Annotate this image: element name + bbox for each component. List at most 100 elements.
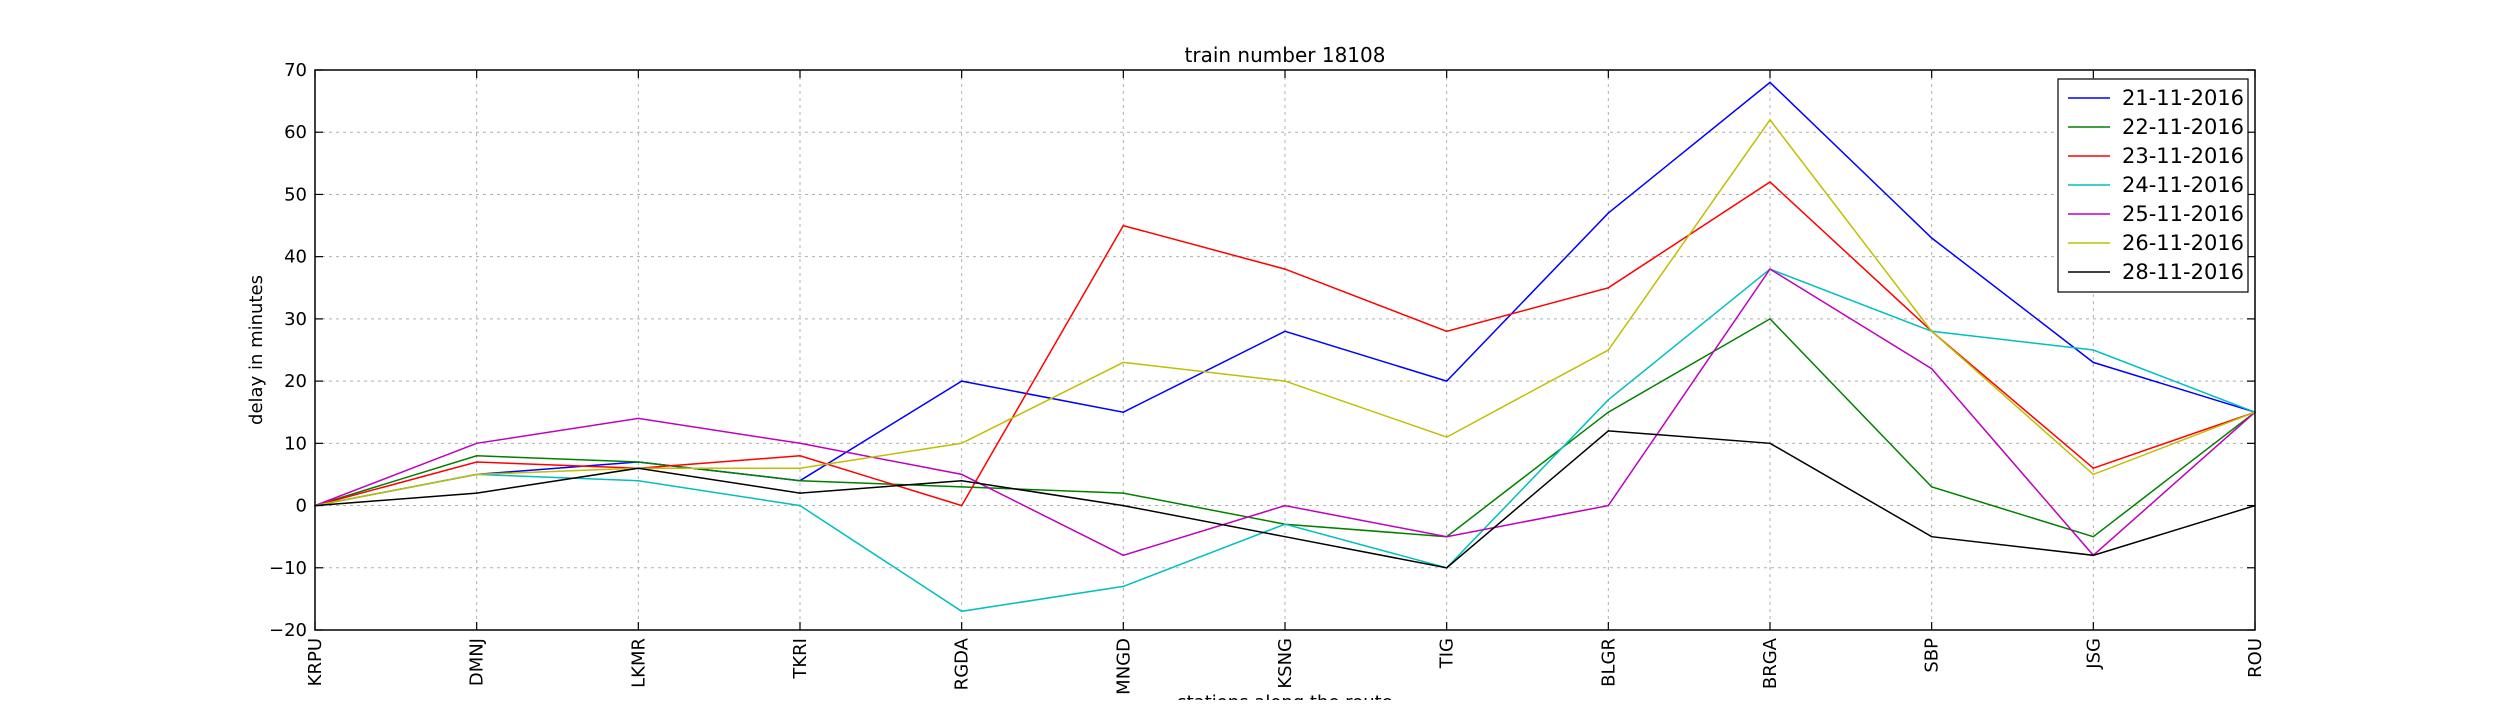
data-point <box>1284 380 1286 382</box>
legend: 21-11-2016 22-11-2016 23-11-2016 24-11-2016… <box>2057 78 2249 293</box>
y-tick-label: 40 <box>284 247 307 268</box>
data-point <box>960 486 963 488</box>
data-point <box>799 479 801 482</box>
data-point <box>1607 411 1610 414</box>
data-point <box>1445 566 1448 569</box>
data-point <box>1122 224 1125 227</box>
data-point <box>475 473 478 476</box>
legend-label: 22-11-2016 <box>2122 115 2244 139</box>
data-point <box>475 454 478 457</box>
x-axis-title: stations along the route <box>1177 692 1392 700</box>
data-point <box>960 380 963 382</box>
data-point <box>1769 268 1771 270</box>
grid-layer <box>315 70 2255 630</box>
data-point <box>1445 535 1448 538</box>
data-point <box>2092 473 2095 476</box>
series-layer <box>314 81 2256 613</box>
data-point <box>1445 380 1448 382</box>
data-point <box>475 461 478 463</box>
data-point <box>960 610 963 613</box>
data-point <box>1122 585 1125 588</box>
x-tick-label: TKRI <box>790 638 811 680</box>
data-point <box>1284 268 1286 270</box>
y-tick-label: 30 <box>284 309 307 330</box>
data-point <box>1769 318 1771 320</box>
y-tick-label: −10 <box>269 558 307 579</box>
data-point <box>799 504 801 507</box>
data-point <box>960 504 963 507</box>
data-point <box>799 442 801 445</box>
x-tick-label: JSG <box>2083 638 2104 670</box>
data-point <box>1122 492 1125 494</box>
data-point <box>637 479 640 482</box>
data-point <box>1930 367 1933 370</box>
x-tick-label: LKMR <box>628 638 649 688</box>
y-axis-title: delay in minutes <box>246 275 267 425</box>
data-point <box>475 442 478 445</box>
legend-label: 24-11-2016 <box>2122 173 2244 197</box>
data-point <box>1122 411 1125 414</box>
series-line-24-11-2016 <box>314 268 2256 613</box>
x-tick-label: MNGD <box>1113 638 1134 695</box>
data-point <box>1769 181 1771 183</box>
data-point <box>1284 330 1286 333</box>
data-point <box>1284 504 1286 507</box>
legend-label: 28-11-2016 <box>2122 260 2244 284</box>
data-point <box>1445 330 1448 333</box>
y-tick-label: 70 <box>284 60 307 81</box>
y-tick-label: 60 <box>284 122 307 143</box>
legend-label: 23-11-2016 <box>2122 144 2244 168</box>
data-point <box>1607 286 1610 289</box>
data-point <box>960 442 963 445</box>
data-point <box>1930 237 1933 239</box>
legend-label: 26-11-2016 <box>2122 231 2244 255</box>
x-tick-label: RGDA <box>952 637 973 690</box>
ticks-layer: −20 −10 0 10 20 30 40 50 60 70 KRPU DMNJ LKMR TKRI RGD… <box>269 60 2266 695</box>
data-point <box>2092 361 2095 364</box>
data-point <box>1607 212 1610 214</box>
y-tick-label: 20 <box>284 371 307 392</box>
data-point <box>1769 118 1771 121</box>
data-point <box>1607 430 1610 432</box>
data-point <box>1930 330 1933 333</box>
data-point <box>1445 436 1448 438</box>
x-tick-label: TIG <box>1437 638 1458 669</box>
y-tick-label: −20 <box>269 620 307 641</box>
data-point <box>960 479 963 482</box>
x-tick-label: KRPU <box>305 638 326 686</box>
legend-label: 21-11-2016 <box>2122 86 2244 110</box>
x-tick-label: KSNG <box>1275 638 1296 689</box>
x-tick-label: BLGR <box>1598 638 1619 687</box>
data-point <box>2092 554 2095 557</box>
data-point <box>2092 349 2095 351</box>
data-point <box>1284 535 1286 538</box>
data-point <box>799 454 801 457</box>
data-point <box>1769 81 1771 84</box>
data-point <box>799 467 801 470</box>
y-tick-label: 10 <box>284 433 307 454</box>
data-point <box>2092 467 2095 470</box>
data-point <box>637 467 640 470</box>
data-point <box>1930 535 1933 538</box>
data-point <box>960 473 963 476</box>
legend-label: 25-11-2016 <box>2122 202 2244 226</box>
data-point <box>1284 523 1286 526</box>
data-point <box>1607 349 1610 351</box>
x-tick-label: DMNJ <box>467 638 488 686</box>
data-point <box>637 461 640 463</box>
x-tick-label: BRGA <box>1760 637 1781 689</box>
data-point <box>1930 486 1933 488</box>
data-point <box>1607 398 1610 401</box>
chart-title: train number 18108 <box>1185 43 1386 67</box>
data-point <box>1769 442 1771 445</box>
x-tick-label: SBP <box>1922 638 1943 673</box>
data-point <box>475 492 478 494</box>
data-point <box>1122 554 1125 557</box>
y-tick-label: 50 <box>284 184 307 205</box>
x-tick-label: ROU <box>2245 638 2266 678</box>
data-point <box>2092 535 2095 538</box>
data-point <box>1607 504 1610 507</box>
data-point <box>637 417 640 420</box>
